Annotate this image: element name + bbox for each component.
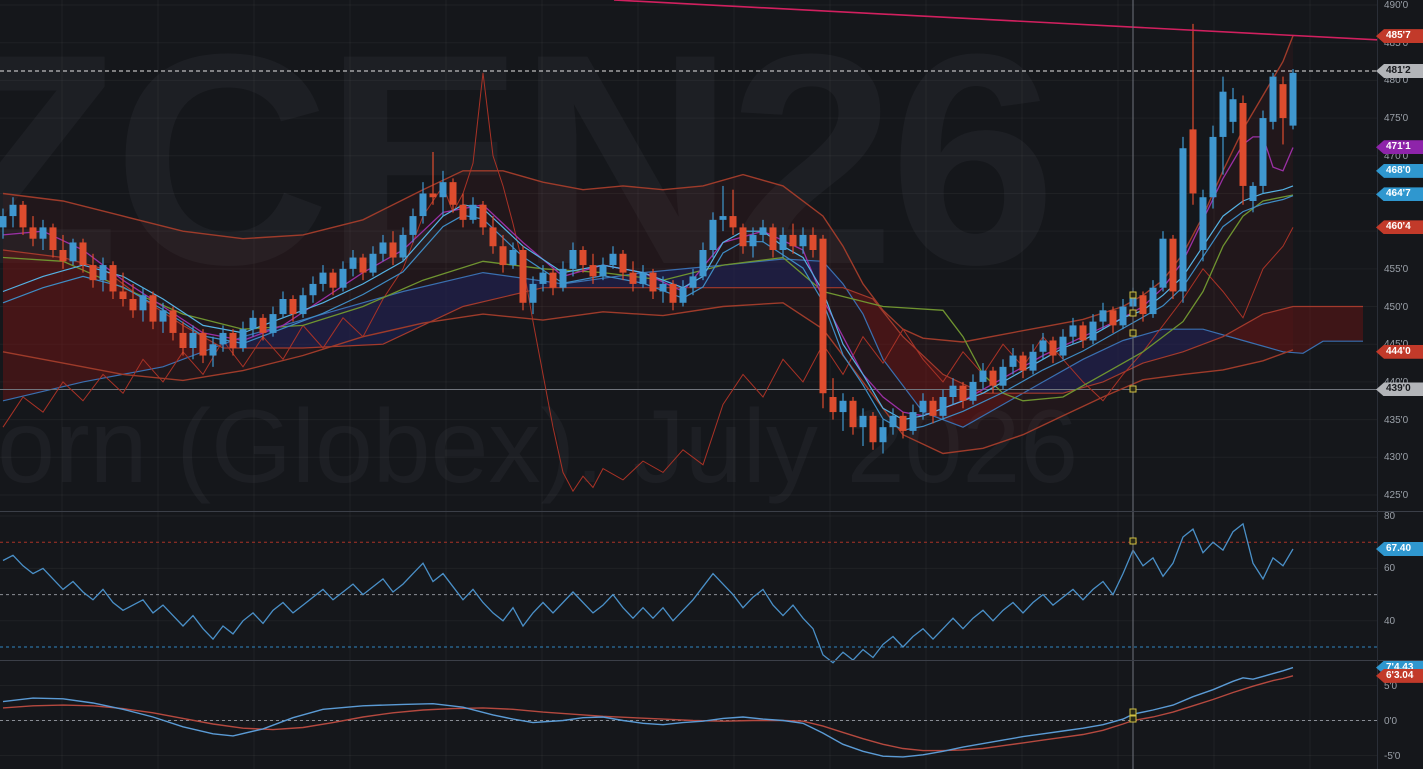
senkou-b-line: [2, 249, 1363, 394]
candlesticks: [0, 23, 1297, 454]
macd-line: [2, 666, 1294, 758]
plot-area: [0, 0, 1377, 769]
selection-marker: [1129, 291, 1137, 299]
selection-marker: [1129, 309, 1137, 317]
trendline-drawing: [613, 0, 1377, 41]
selection-marker: [1129, 708, 1137, 716]
kijun-line: [2, 194, 1294, 402]
selection-marker: [1129, 715, 1137, 723]
macd-signal-line: [2, 675, 1294, 752]
rsi-line: [2, 522, 1294, 664]
watermark-symbol: ZCEN26: [0, 0, 1056, 327]
selection-marker: [1129, 537, 1137, 545]
kumo-cloud: [3, 250, 1363, 428]
senkou-a-line: [2, 258, 1363, 428]
gridlines: [0, 0, 1377, 769]
lower-band-line: [2, 302, 1294, 455]
band-fill: [3, 35, 1293, 454]
selection-marker: [1129, 329, 1137, 337]
selection-marker: [1129, 385, 1137, 393]
